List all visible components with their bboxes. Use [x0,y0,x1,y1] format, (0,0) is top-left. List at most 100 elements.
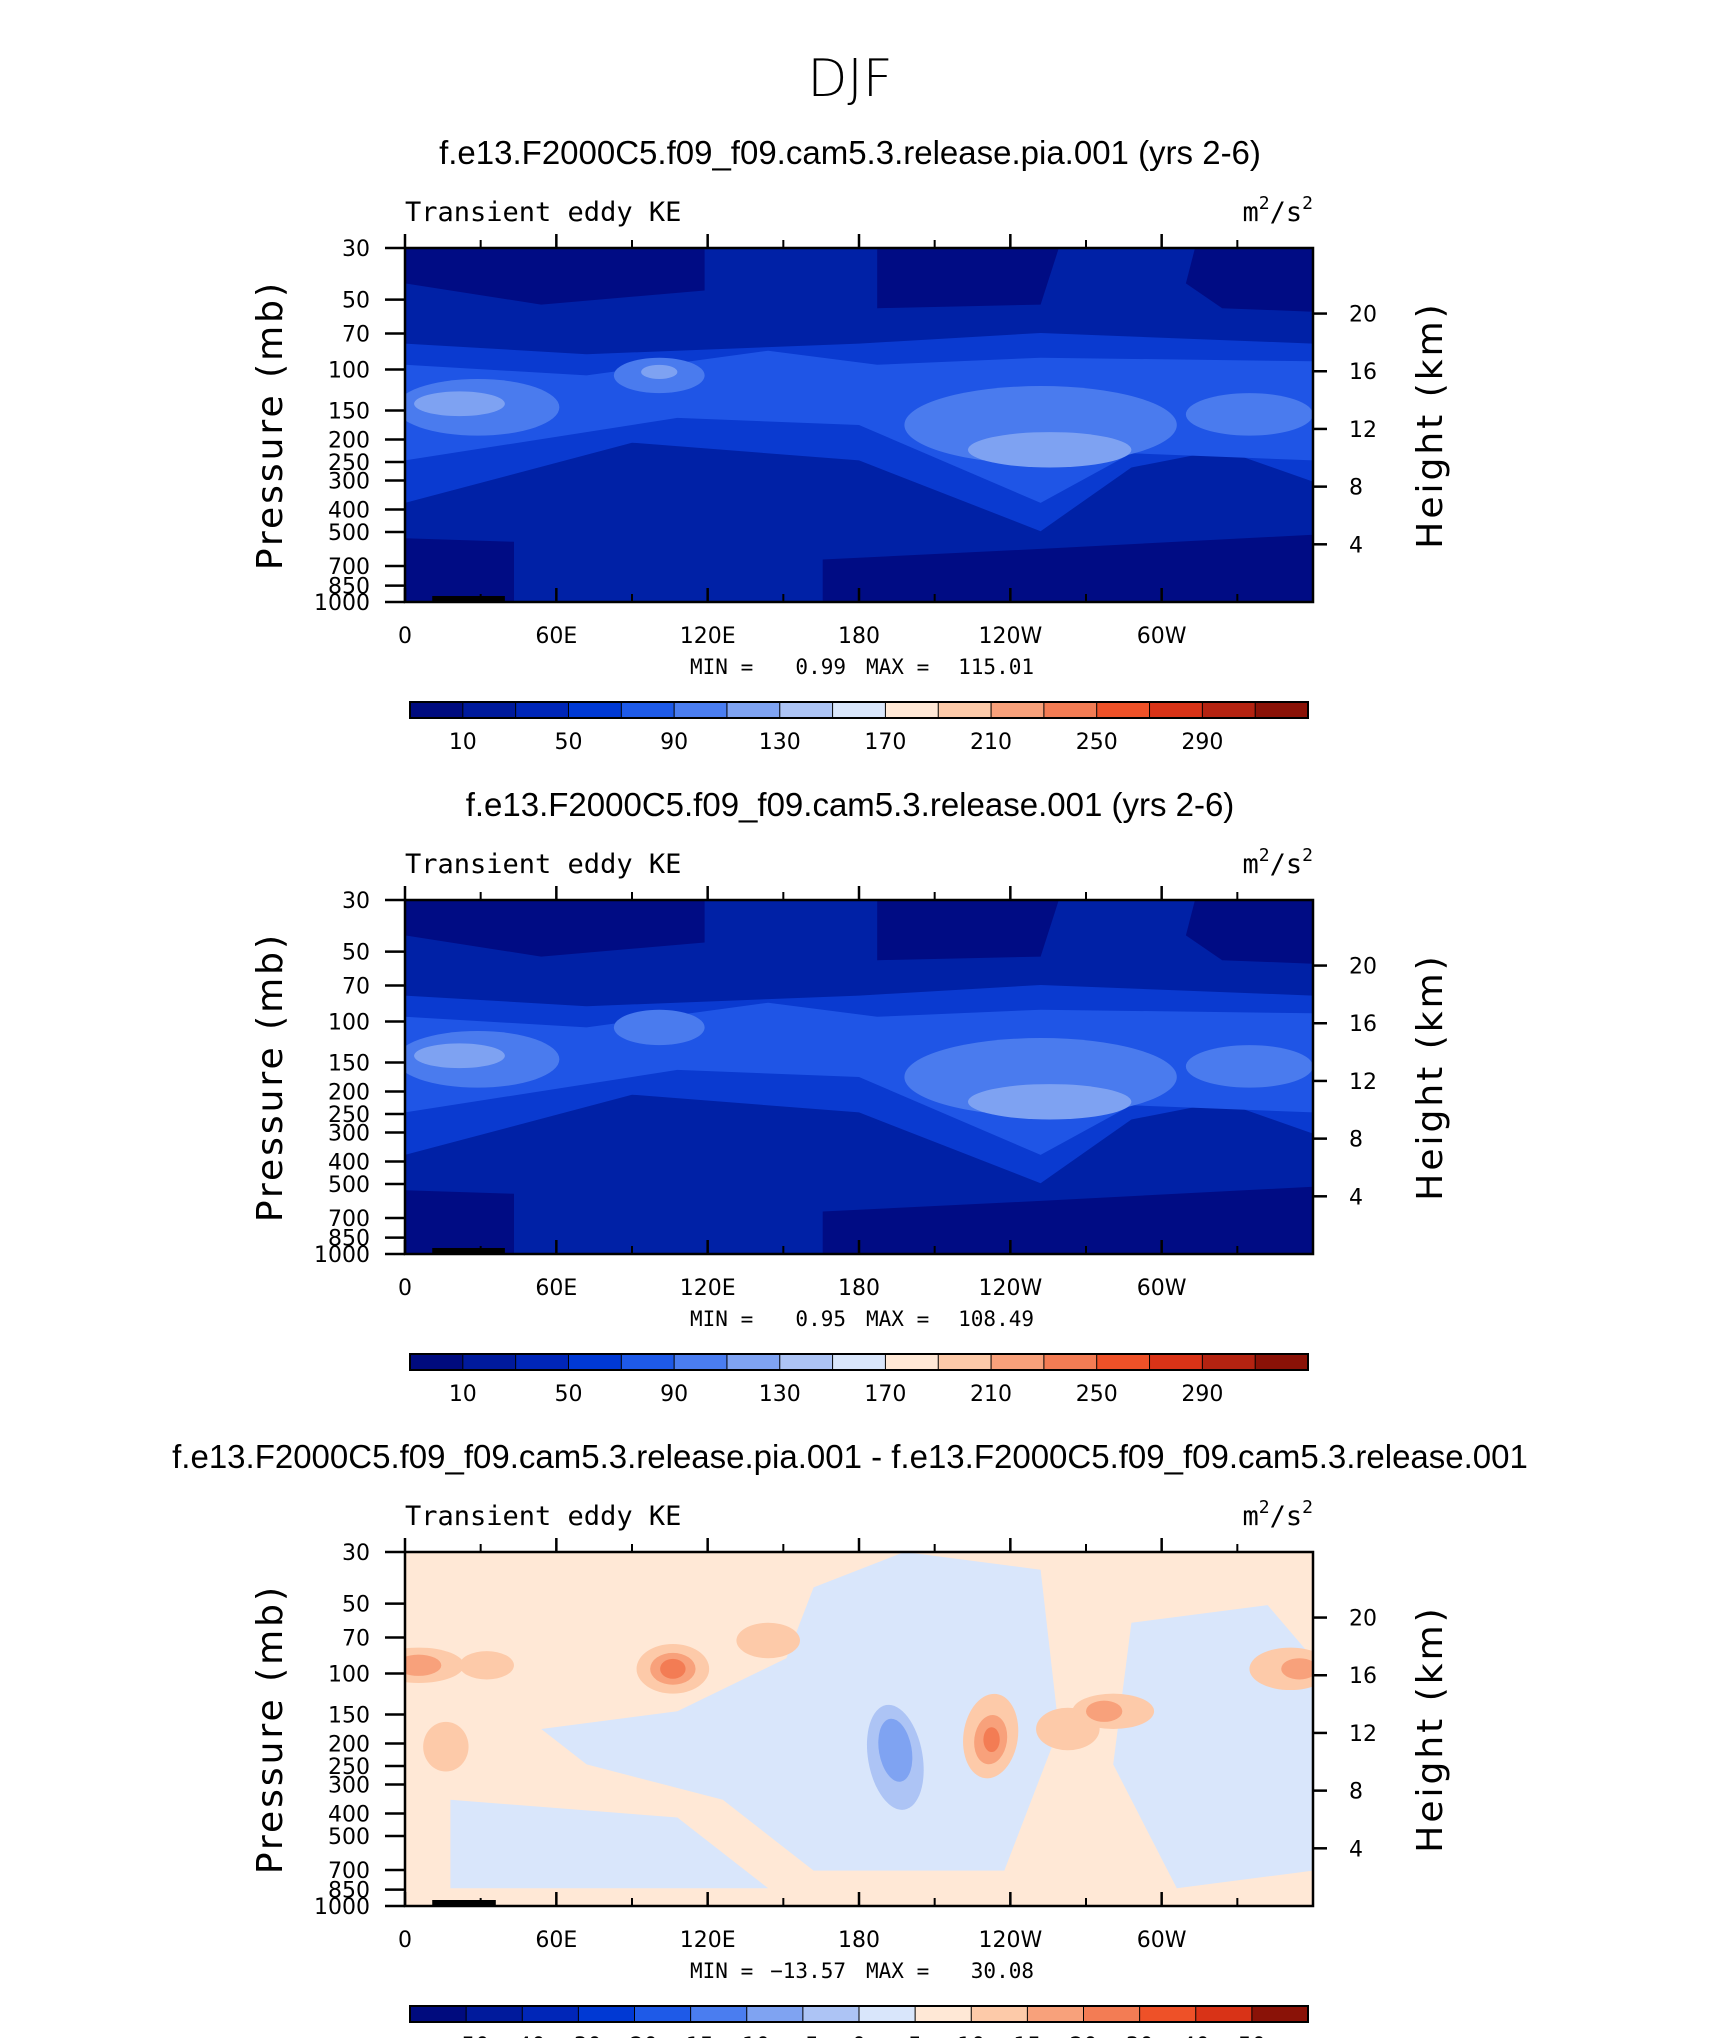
colorbar-label: 15 [1013,2034,1041,2038]
colorbar-box [884,1353,940,1371]
colorbar-box [673,1353,728,1371]
y-tick-label: 400 [328,498,370,523]
colorbar-box [1139,2005,1197,2023]
min-value: 0.95 [795,1307,846,1331]
min-label: MIN = [690,655,753,679]
y-tick-label: 100 [328,1663,370,1688]
y-tick-label: 250 [328,1755,370,1780]
colorbar-label: 30 [1126,2034,1154,2038]
x-tick-label: 60E [535,1276,577,1301]
y-tick-label: 70 [342,323,370,348]
colorbar-label: 90 [660,730,688,755]
min-value: −13.57 [770,1959,846,1983]
y-axis-title: Pressure (mb) [250,1584,291,1874]
y-tick-label: 500 [328,1825,370,1850]
y-tick-label: 250 [328,1103,370,1128]
colorbar-label: 40 [1182,2034,1210,2038]
colorbar-box [465,2005,524,2023]
colorbar-label: −15 [667,2034,713,2038]
colorbar-label: 0 [852,2034,866,2038]
y-right-tick-label: 12 [1349,1722,1377,1747]
colorbar-box [1026,2005,1085,2023]
x-tick-label: 60W [1137,624,1187,649]
y-tick-label: 100 [328,359,370,384]
y-tick-label: 50 [342,289,370,314]
colorbar-label: 290 [1181,1382,1223,1407]
max-label: MAX = [866,1959,929,1983]
colorbar-box [779,1353,834,1371]
y-right-tick-label: 20 [1349,1607,1377,1632]
y-tick-label: 400 [328,1802,370,1827]
y-tick-label: 700 [328,1207,370,1232]
y-tick-label: 850 [328,1227,370,1252]
colorbar-box [1083,2005,1141,2023]
colorbar-label: 170 [864,1382,906,1407]
y-right-tick-label: 4 [1349,1185,1363,1210]
colorbar-box [620,701,676,719]
y-tick-label: 300 [328,1773,370,1798]
y-right-tick-label: 12 [1349,418,1377,443]
colorbar-box [577,2005,636,2023]
colorbar-box [990,701,1045,719]
variable-label: Transient eddy KE [405,197,681,228]
y-tick-label: 150 [328,1703,370,1728]
x-tick-label: 120E [680,1928,736,1953]
contour-field [405,248,1313,602]
x-tick-label: 180 [838,1276,880,1301]
max-value: 108.49 [958,1307,1034,1331]
colorbar-box [515,701,570,719]
colorbar-box [521,2005,580,2023]
colorbar-box [634,2005,692,2023]
y-tick-label: 300 [328,1121,370,1146]
y-tick-label: 200 [328,1733,370,1758]
variable-label: Transient eddy KE [405,1501,681,1532]
y-right-tick-label: 16 [1349,1664,1377,1689]
y-right-tick-label: 8 [1349,476,1363,501]
x-tick-label: 60E [535,1928,577,1953]
colorbar-box [1201,1353,1257,1371]
colorbar: 10 50 90 130 170 210 250 290 [409,701,1310,755]
min-value: 0.99 [795,655,846,679]
colorbar-label: 250 [1076,730,1118,755]
max-value: 30.08 [971,1959,1034,1983]
colorbar-label: 10 [957,2034,985,2038]
colorbar-label: 5 [908,2034,922,2038]
colorbar-box [462,1353,517,1371]
x-tick-label: 0 [398,1276,412,1301]
y-right-tick-label: 16 [1349,1012,1377,1037]
colorbar-label: 20 [1070,2034,1098,2038]
colorbar-label: 130 [759,730,801,755]
y-tick-label: 700 [328,1859,370,1884]
colorbar-box [990,1353,1045,1371]
colorbar-box [1043,701,1098,719]
variable-label: Transient eddy KE [405,849,681,880]
units-label: m2/s2 [1243,193,1313,228]
colorbar-box [567,701,623,719]
x-tick-label: 60W [1137,1276,1187,1301]
y-tick-label: 30 [342,237,370,262]
x-tick-label: 60W [1137,1928,1187,1953]
chart-panel-1: f.e13.F2000C5.f09_f09.cam5.3.release.pia… [250,134,1451,755]
colorbar-box [832,1353,887,1371]
colorbar-box [1096,1353,1151,1371]
y-tick-label: 150 [328,1051,370,1076]
y-right-tick-label: 8 [1349,1780,1363,1805]
colorbar-box [1251,2005,1309,2023]
colorbar: −50−40−30−20−15−10−505101520304050 [409,2005,1309,2038]
y-tick-label: 1000 [314,1895,370,1920]
colorbar-box [1149,701,1204,719]
y-tick-label: 70 [342,975,370,1000]
colorbar-label: 210 [970,730,1012,755]
y-tick-label: 1000 [314,1243,370,1268]
y-right-tick-label: 20 [1349,955,1377,980]
colorbar-box [937,1353,993,1371]
colorbar-box [858,2005,917,2023]
y-tick-label: 500 [328,521,370,546]
colorbar-box [779,701,834,719]
y-tick-label: 700 [328,555,370,580]
colorbar-box [567,1353,623,1371]
x-tick-label: 0 [398,1928,412,1953]
panel-title: f.e13.F2000C5.f09_f09.cam5.3.release.pia… [439,134,1261,171]
colorbar-label: 290 [1181,730,1223,755]
